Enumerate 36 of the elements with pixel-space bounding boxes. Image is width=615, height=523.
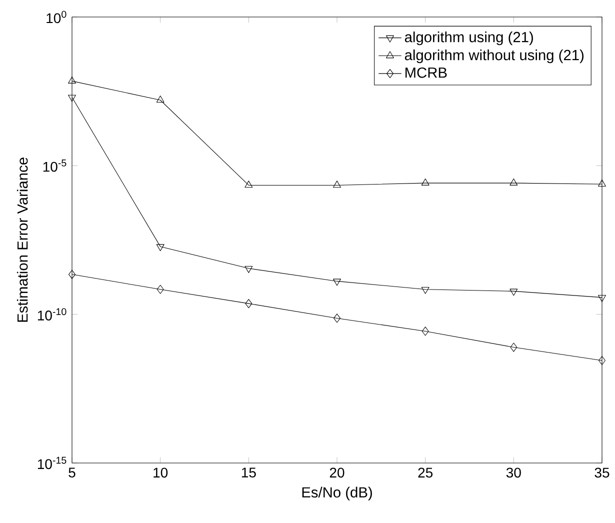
x-tick-label: 35 — [594, 468, 610, 478]
x-tick-label: 5 — [68, 468, 76, 478]
point — [334, 314, 340, 323]
point — [245, 299, 252, 308]
point — [68, 76, 76, 84]
point — [244, 180, 253, 188]
point — [598, 356, 606, 366]
point — [422, 326, 429, 336]
point — [421, 178, 430, 186]
y-tick-label: 10$^{-10}$ — [38, 308, 66, 320]
point — [510, 178, 518, 186]
point — [333, 278, 341, 286]
point — [156, 96, 164, 103]
y-tick-label: 10$^{-5}$ — [43, 160, 66, 172]
point — [598, 180, 606, 186]
point — [510, 288, 518, 296]
point — [244, 266, 253, 273]
x-axis-title: Es/No (dB) — [302, 486, 372, 500]
point — [421, 286, 430, 294]
point — [68, 270, 76, 279]
x-tick-label: 10 — [154, 468, 168, 478]
legend-label: algorithm using (21) — [404, 32, 533, 46]
x-tick-label: 20 — [330, 468, 344, 478]
legend-label: MCRB — [406, 67, 447, 78]
point — [598, 295, 606, 302]
x-tick-label: 15 — [242, 468, 256, 478]
point — [156, 284, 164, 294]
y-axis-title: Estimation Error Variance — [16, 158, 28, 322]
y-tick-label: 10$^{0}$ — [46, 10, 66, 24]
x-tick-label: 25 — [418, 468, 433, 478]
y-tick-label: 10$^{-15}$ — [38, 456, 66, 470]
x-tick-label: 30 — [506, 468, 521, 478]
point — [510, 342, 518, 352]
legend-label: algorithm without using (21) — [404, 49, 584, 64]
point — [156, 244, 164, 252]
point — [333, 180, 341, 188]
